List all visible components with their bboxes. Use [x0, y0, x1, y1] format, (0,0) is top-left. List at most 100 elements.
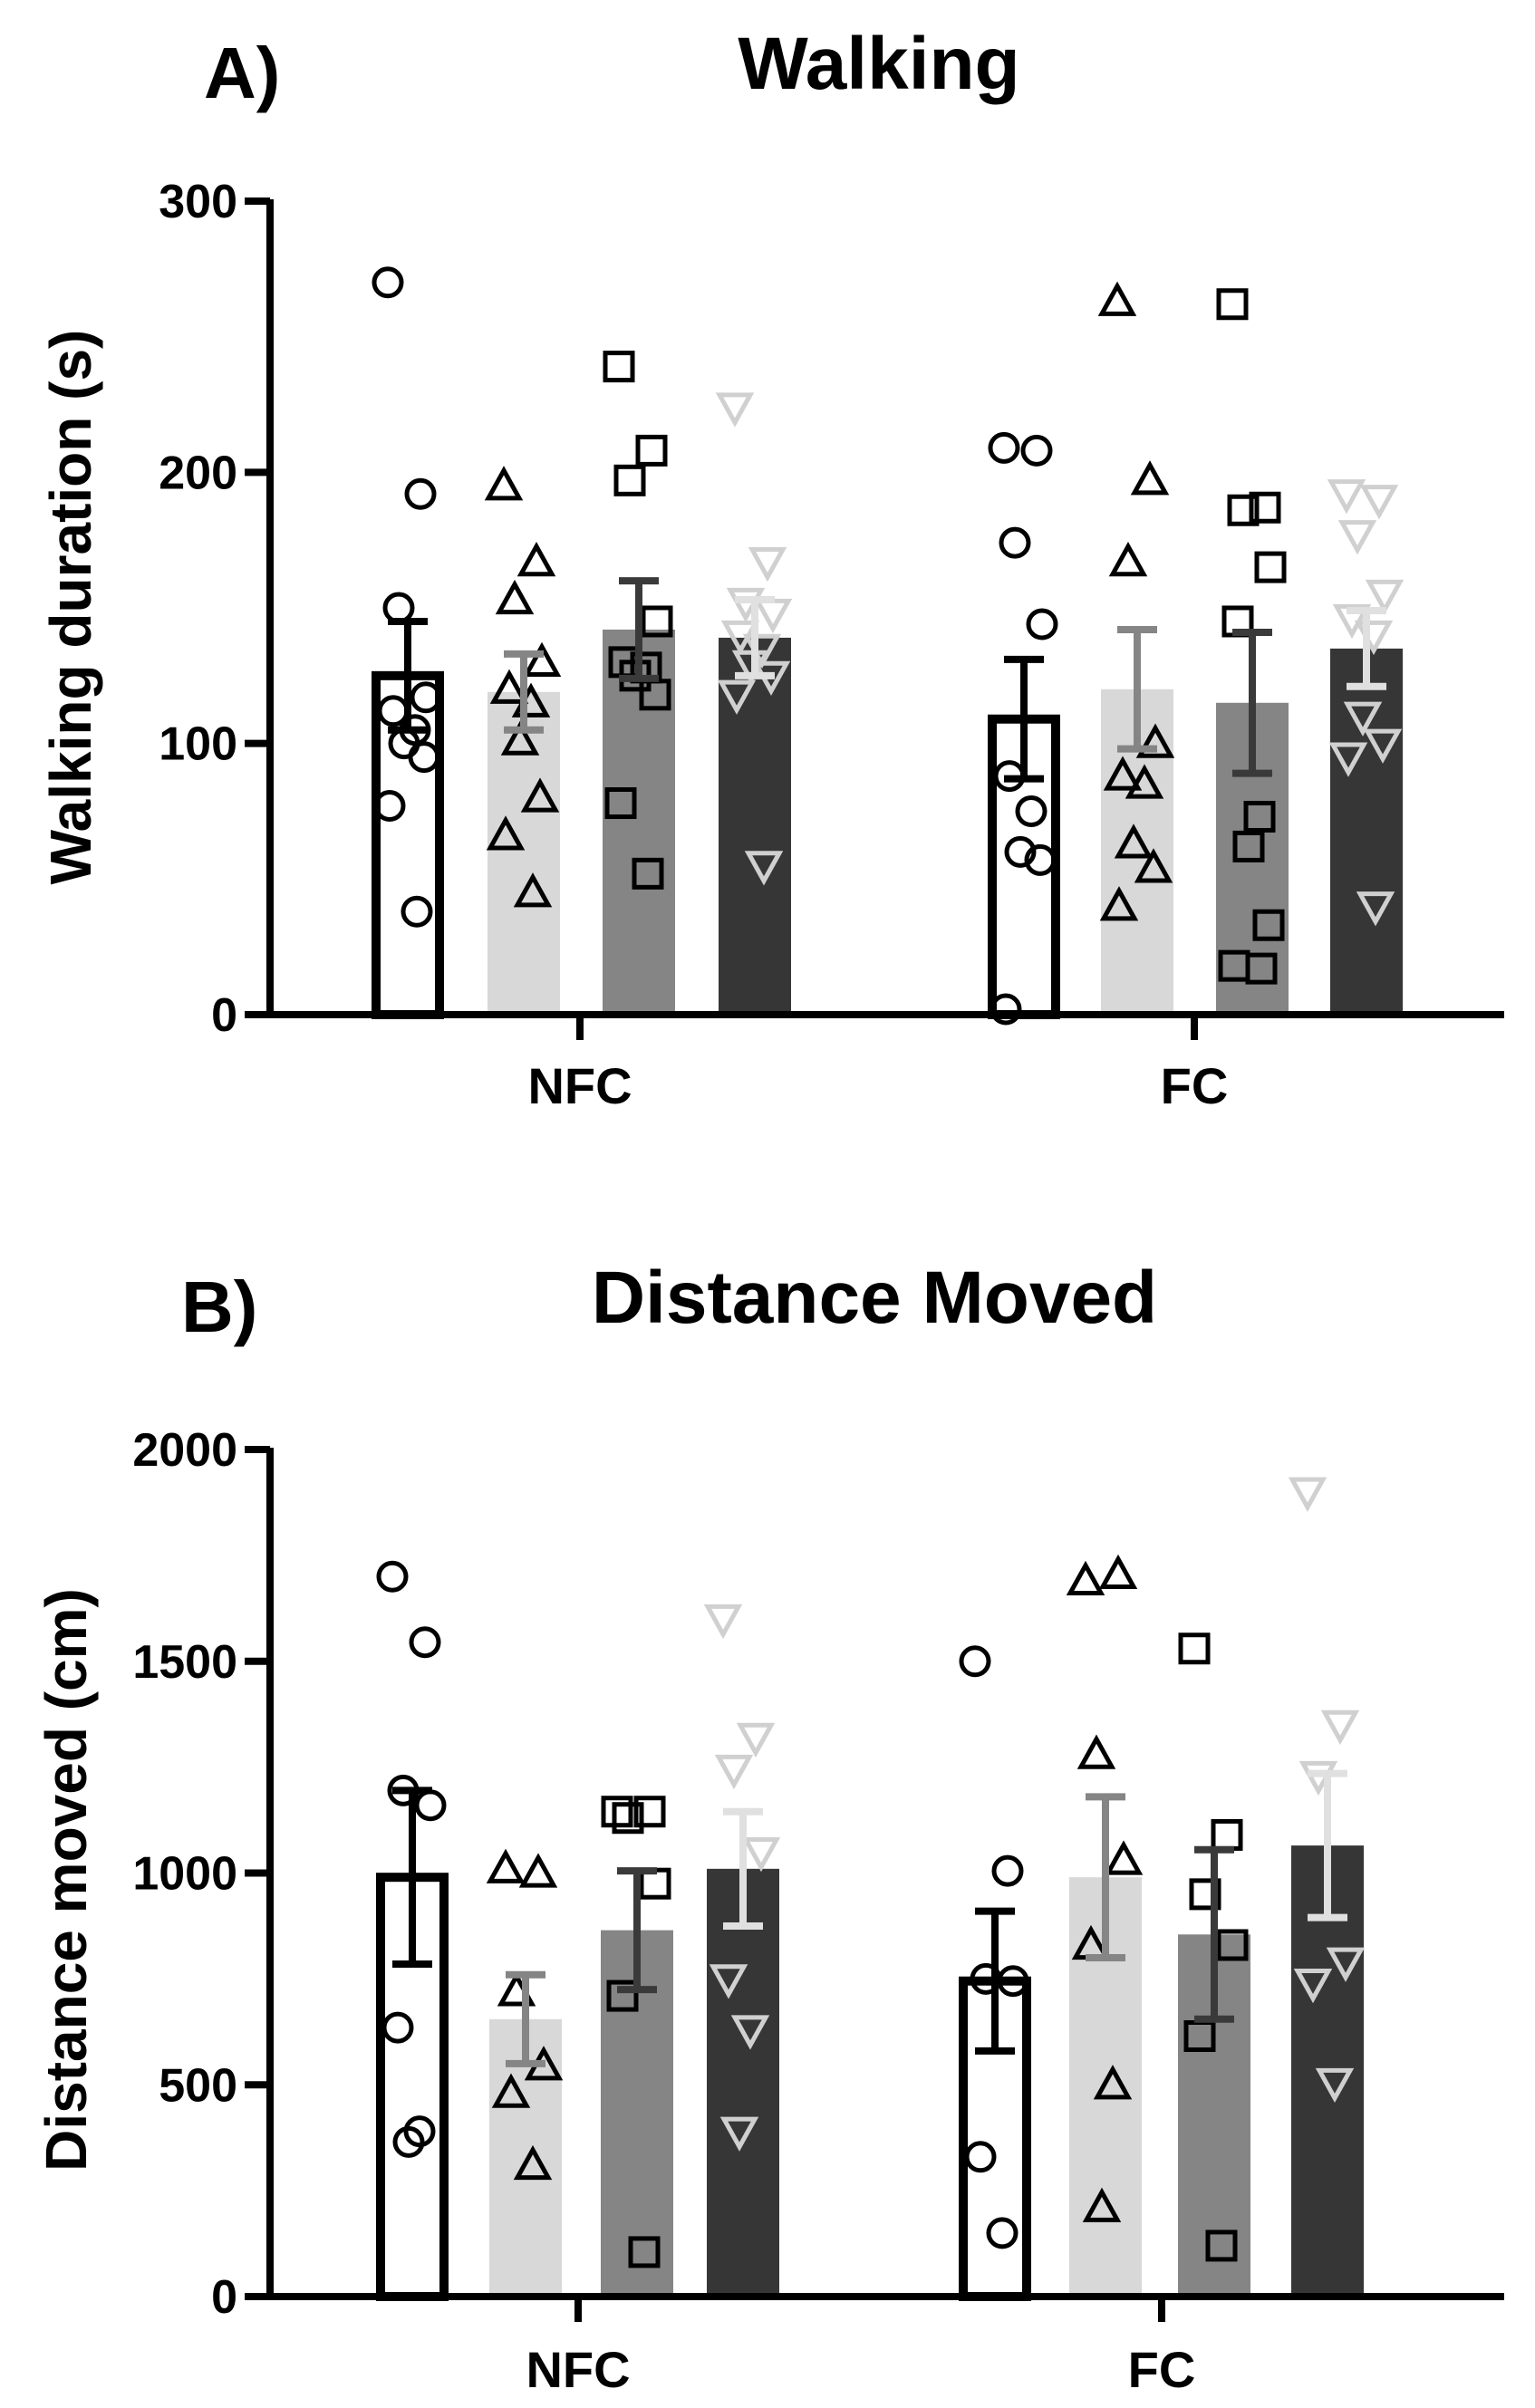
data-point [744, 851, 784, 886]
data-point [1099, 886, 1139, 921]
panel-a-plot: 0 100 200 300 NFC FC [159, 176, 1504, 1114]
data-point [486, 815, 526, 851]
data-point [1093, 2065, 1133, 2100]
data-point [1066, 1560, 1105, 1596]
data-point [1359, 485, 1399, 520]
x-category-label: NFC [527, 1057, 632, 1114]
data-point [1332, 603, 1372, 640]
data-point [410, 681, 442, 714]
data-point [1293, 1968, 1333, 2004]
data-point [376, 1560, 409, 1593]
panel-b-title: Distance Moved [592, 1257, 1157, 1339]
data-point [381, 2011, 414, 2044]
data-point [1363, 728, 1403, 764]
data-point [1097, 281, 1137, 316]
data-point [1178, 1633, 1211, 1665]
data-point [1245, 952, 1278, 985]
data-point [753, 598, 793, 634]
data-point [601, 1796, 633, 1828]
data-point [997, 1965, 1029, 1998]
data-point [1098, 1554, 1138, 1590]
data-point [484, 466, 524, 501]
data-point [719, 2116, 759, 2152]
data-point [414, 1789, 447, 1822]
data-point [1211, 1818, 1243, 1851]
data-point [635, 434, 668, 467]
data-point [1108, 541, 1148, 577]
data-point [964, 2141, 997, 2173]
data-point [522, 641, 562, 677]
panel-b-label: B) [181, 1267, 257, 1347]
y-tick-label: 300 [159, 176, 237, 228]
y-tick-label: 0 [211, 989, 237, 1042]
data-point [1024, 843, 1057, 876]
panel-a: A) Walking Walking duration (s) 0 100 200 3… [38, 23, 1504, 1114]
data-point [999, 526, 1031, 559]
bar [1330, 648, 1403, 1015]
data-point [1004, 835, 1037, 868]
data-point [730, 2015, 770, 2050]
data-point [1328, 742, 1368, 777]
data-point [1104, 1840, 1144, 1875]
panel-a-ylabel: Walking duration (s) [38, 330, 103, 885]
panel-a-title: Walking [738, 23, 1019, 105]
y-tick-label: 2000 [132, 1424, 237, 1477]
data-point [1252, 909, 1285, 941]
data-point [717, 679, 757, 715]
data-point [1103, 756, 1143, 791]
panel-a-label: A) [204, 33, 280, 113]
data-point [628, 2236, 661, 2268]
panel-b-plot: 0 500 1000 1500 2000 NFC FC [132, 1424, 1504, 2398]
data-point [1015, 795, 1047, 827]
x-category-label: FC [1161, 1057, 1229, 1114]
data-point [518, 1853, 558, 1888]
data-point [1130, 460, 1170, 496]
data-point [1020, 434, 1053, 467]
data-point [748, 547, 787, 583]
panel-b: B) Distance Moved Distance moved (cm) 0 5… [34, 1257, 1504, 2398]
data-point [1254, 551, 1287, 583]
data-point [382, 592, 415, 624]
bar [488, 691, 560, 1015]
data-point [1243, 800, 1276, 833]
y-tick-label: 0 [211, 2271, 237, 2324]
y-tick-label: 1500 [132, 1636, 237, 1689]
data-point [1249, 491, 1281, 524]
y-tick-label: 200 [159, 447, 237, 499]
data-point [373, 790, 406, 823]
bar [707, 1868, 779, 2297]
data-point [1189, 1878, 1221, 1911]
data-point [741, 1837, 781, 1873]
data-point [403, 2115, 436, 2148]
data-point [1227, 494, 1260, 526]
data-point [1327, 479, 1366, 515]
data-point [1076, 1734, 1116, 1769]
data-point [408, 741, 440, 774]
data-point [516, 541, 556, 577]
data-point [1343, 701, 1383, 737]
data-point [715, 392, 755, 428]
data-point [1326, 1947, 1366, 1982]
data-point [500, 720, 540, 756]
data-point [1114, 824, 1154, 859]
y-tick-label: 500 [159, 2059, 237, 2112]
data-point [489, 669, 529, 704]
data-point [714, 1754, 754, 1790]
data-point [1320, 1710, 1360, 1746]
data-point [613, 464, 646, 496]
data-point [703, 1604, 743, 1640]
x-category-label: NFC [526, 2341, 630, 2398]
data-point [1205, 2230, 1238, 2262]
data-point [1026, 608, 1058, 641]
data-point [641, 605, 673, 638]
data-point [606, 1979, 639, 2012]
bar [603, 629, 675, 1015]
data-point [1337, 520, 1377, 555]
data-point [404, 477, 437, 510]
data-point [1288, 1477, 1327, 1512]
data-point [401, 895, 433, 928]
data-point [1125, 764, 1164, 799]
data-point [409, 1626, 441, 1659]
data-point [392, 2125, 425, 2158]
data-point [632, 857, 664, 890]
